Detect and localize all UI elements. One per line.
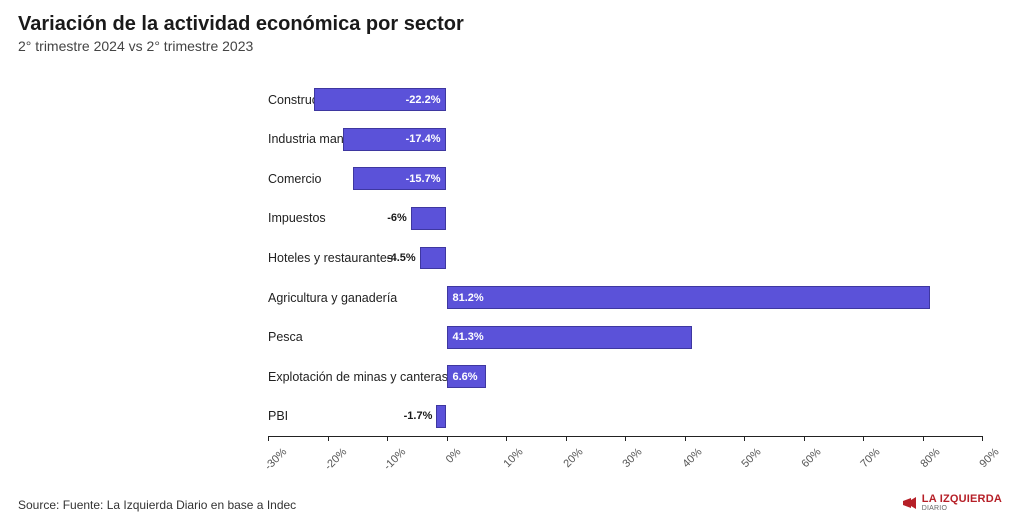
x-tick-mark xyxy=(804,436,805,441)
megaphone-icon xyxy=(902,496,918,510)
x-tick-mark xyxy=(923,436,924,441)
x-tick-mark xyxy=(863,436,864,441)
x-tick-label: -30% xyxy=(263,446,281,464)
x-tick-mark xyxy=(268,436,269,441)
x-tick-label: 80% xyxy=(918,446,934,462)
x-tick-label: 0% xyxy=(443,446,454,457)
bar xyxy=(411,207,447,230)
x-tick-mark xyxy=(447,436,448,441)
bar-value-label: -6% xyxy=(387,212,407,224)
x-tick-label: 20% xyxy=(561,446,577,462)
brand-sub: DIARIO xyxy=(922,505,1002,512)
x-tick-mark xyxy=(328,436,329,441)
x-tick-mark xyxy=(744,436,745,441)
x-tick-label: -20% xyxy=(322,446,340,464)
x-tick-label: 10% xyxy=(501,446,517,462)
x-tick-mark xyxy=(566,436,567,441)
bar-value-label: 41.3% xyxy=(453,331,484,343)
plot-region: -30%-20%-10%0%10%20%30%40%50%60%70%80%90… xyxy=(268,80,982,436)
bar xyxy=(420,247,447,270)
bar-value-label: 81.2% xyxy=(453,292,484,304)
bar-value-label: 6.6% xyxy=(453,371,478,383)
x-tick-label: 70% xyxy=(858,446,874,462)
x-tick-mark xyxy=(506,436,507,441)
bar xyxy=(436,405,446,428)
x-tick-label: -10% xyxy=(382,446,400,464)
x-tick-mark xyxy=(625,436,626,441)
chart-title: Variación de la actividad económica por … xyxy=(18,12,1002,36)
bar xyxy=(447,286,930,309)
brand-logo: LA IZQUIERDA DIARIO xyxy=(902,493,1002,512)
bar-value-label: -22.2% xyxy=(406,94,441,106)
x-tick-mark xyxy=(982,436,983,441)
source-text: Source: Fuente: La Izquierda Diario en b… xyxy=(18,498,296,512)
x-tick-mark xyxy=(387,436,388,441)
x-tick-label: 90% xyxy=(977,446,993,462)
x-tick-label: 30% xyxy=(620,446,636,462)
x-tick-mark xyxy=(685,436,686,441)
chart-area: -30% -20% -10% 0% 10% 20% 30% 40% 50% 60% 70% 80% 90… xyxy=(18,80,1002,485)
brand-main: LA IZQUIERDA xyxy=(922,493,1002,505)
bar-value-label: -15.7% xyxy=(406,173,441,185)
bar-value-label: -4.5% xyxy=(387,252,416,264)
bar-value-label: -1.7% xyxy=(404,410,433,422)
x-tick-label: 60% xyxy=(799,446,815,462)
x-tick-label: 50% xyxy=(739,446,755,462)
chart-subtitle: 2° trimestre 2024 vs 2° trimestre 2023 xyxy=(18,38,1002,54)
x-tick-label: 40% xyxy=(680,446,696,462)
bar-value-label: -17.4% xyxy=(406,133,441,145)
